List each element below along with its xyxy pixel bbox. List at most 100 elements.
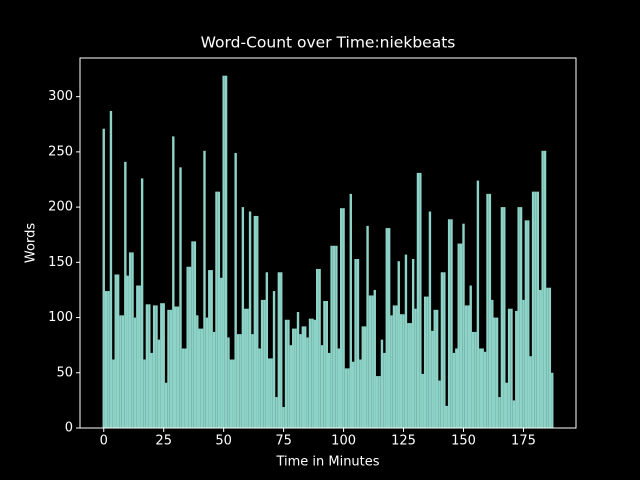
bar <box>476 180 480 428</box>
bar <box>392 305 396 428</box>
bar <box>150 352 153 428</box>
bar <box>517 207 520 428</box>
bar <box>488 193 492 428</box>
bar <box>162 303 165 428</box>
bar <box>500 207 504 428</box>
bar <box>328 352 331 428</box>
bar <box>344 368 348 428</box>
bar <box>229 359 233 428</box>
bar <box>349 193 352 428</box>
bar <box>423 296 427 428</box>
x-tick-label: 0 <box>100 434 108 449</box>
bar <box>503 207 506 428</box>
bar <box>205 317 209 428</box>
bar <box>121 315 125 428</box>
bar <box>512 400 516 428</box>
bar <box>292 328 295 428</box>
bar <box>409 323 412 428</box>
bar <box>359 359 362 428</box>
bar <box>505 382 508 428</box>
bar <box>407 323 410 428</box>
bar <box>527 220 530 428</box>
y-tick-label: 0 <box>65 421 73 436</box>
bar <box>378 376 381 428</box>
bar <box>270 358 273 428</box>
bar <box>227 337 230 428</box>
bar <box>507 308 511 428</box>
bar <box>351 361 355 428</box>
bar <box>411 259 415 428</box>
chart-title: Word-Count over Time:niekbeats <box>201 34 456 52</box>
bar <box>164 382 168 428</box>
bar <box>210 270 213 428</box>
bar <box>260 299 264 428</box>
bar <box>239 334 242 428</box>
bar <box>116 274 120 428</box>
bar <box>301 326 305 428</box>
bar <box>531 191 535 428</box>
bar <box>119 315 122 428</box>
bar <box>380 339 384 428</box>
bar <box>272 291 276 428</box>
bar <box>387 228 391 428</box>
bar <box>191 241 194 428</box>
bar <box>354 259 357 428</box>
bar <box>402 314 405 428</box>
bar <box>203 150 206 428</box>
bar <box>536 191 540 428</box>
bar <box>169 309 173 428</box>
bar <box>431 330 434 428</box>
bar <box>383 352 386 428</box>
bar <box>385 228 388 428</box>
axes-frame <box>79 57 577 429</box>
bar <box>366 225 369 428</box>
x-tick-label: 150 <box>451 434 476 449</box>
bar <box>109 111 113 428</box>
bar <box>174 306 177 428</box>
x-axis-label: Time in Minutes <box>275 455 379 470</box>
bar <box>304 326 307 428</box>
bar <box>212 331 216 428</box>
y-tick-label: 150 <box>48 255 73 270</box>
x-tick-label: 100 <box>331 434 356 449</box>
bar <box>104 291 108 428</box>
bar <box>330 245 333 428</box>
bar <box>232 359 235 428</box>
bar <box>551 372 554 428</box>
bar <box>126 275 129 428</box>
bar <box>356 259 360 428</box>
bar <box>469 285 472 428</box>
bar <box>222 75 225 429</box>
bar <box>102 128 105 428</box>
bar <box>361 326 364 428</box>
bar <box>371 295 374 428</box>
bar <box>459 243 463 428</box>
bar <box>263 299 266 428</box>
bar <box>438 380 441 428</box>
bar <box>318 268 321 428</box>
y-tick-label: 200 <box>48 200 73 215</box>
bar <box>339 208 343 428</box>
bar <box>320 345 324 428</box>
bar <box>268 358 271 428</box>
bar <box>541 150 544 428</box>
bar <box>373 289 376 428</box>
bar <box>495 317 499 428</box>
bar <box>510 308 513 428</box>
bar <box>128 252 132 428</box>
bar <box>414 308 417 428</box>
bar <box>522 299 525 428</box>
x-tick-label: 25 <box>155 434 172 449</box>
bar <box>450 219 453 428</box>
bar <box>515 310 518 428</box>
bar <box>447 219 451 428</box>
bar <box>467 305 470 428</box>
bar <box>479 348 482 428</box>
bar <box>426 296 429 428</box>
bar <box>236 334 240 428</box>
bar <box>155 305 158 428</box>
bar <box>539 289 542 428</box>
bar <box>419 172 422 428</box>
bar <box>294 328 297 428</box>
